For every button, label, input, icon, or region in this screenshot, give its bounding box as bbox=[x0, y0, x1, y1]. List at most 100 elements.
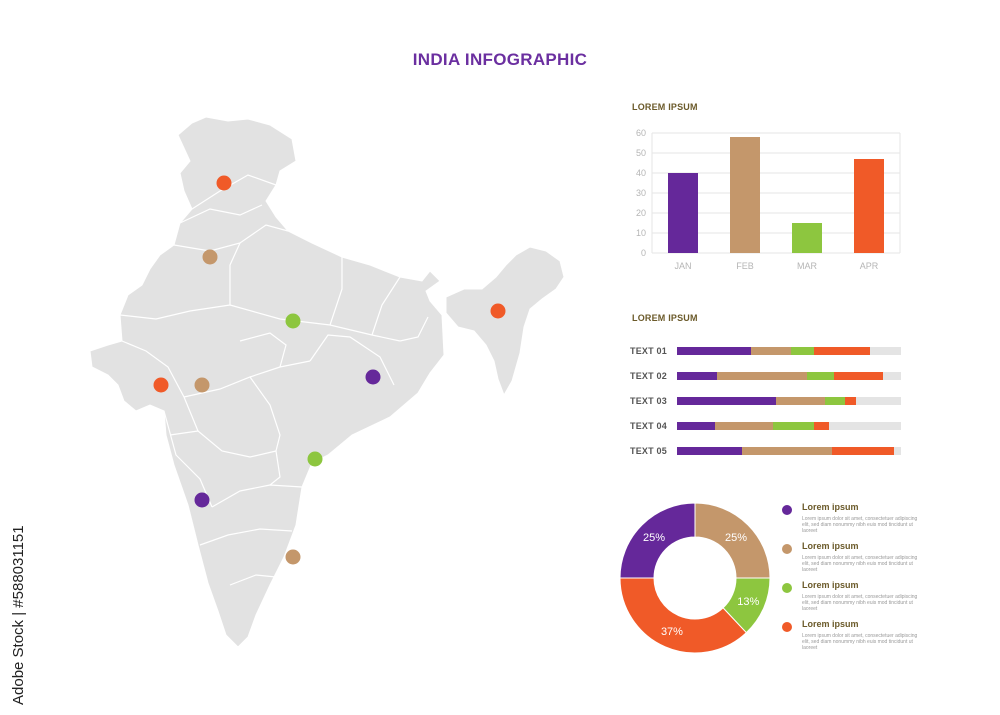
state-border bbox=[329, 257, 343, 326]
map-marker bbox=[490, 303, 506, 319]
india-map bbox=[89, 116, 565, 648]
state-border bbox=[199, 528, 293, 546]
stack-segment bbox=[677, 371, 718, 380]
stack-segment bbox=[833, 371, 884, 380]
india-northeast bbox=[445, 246, 565, 397]
stack-track bbox=[677, 371, 901, 380]
stack-row: TEXT 05 bbox=[630, 438, 905, 463]
map-marker bbox=[216, 175, 232, 191]
stack-segment bbox=[741, 446, 832, 455]
stacked-bar-chart: TEXT 01 TEXT 02 TEXT 03 TEXT 04 TEXT 05 bbox=[630, 338, 905, 463]
map-marker bbox=[285, 549, 301, 565]
state-border bbox=[239, 332, 287, 368]
stack-row: TEXT 01 bbox=[630, 338, 905, 363]
stack-track bbox=[677, 446, 901, 455]
stack-segment bbox=[717, 371, 807, 380]
bar bbox=[854, 159, 884, 253]
stack-segment bbox=[831, 446, 895, 455]
stack-segment bbox=[806, 371, 834, 380]
state-border bbox=[191, 174, 277, 210]
legend-description: Lorem ipsum dolor sit amet, consectetuer… bbox=[802, 516, 918, 534]
y-tick-label: 0 bbox=[641, 248, 646, 258]
bar bbox=[730, 137, 760, 253]
state-border bbox=[163, 410, 213, 508]
donut-slice-label: 25% bbox=[643, 532, 665, 544]
stack-row-label: TEXT 04 bbox=[630, 420, 667, 431]
legend-title: Lorem ipsum bbox=[802, 502, 859, 512]
y-tick-label: 20 bbox=[636, 208, 646, 218]
map-shapes bbox=[89, 116, 565, 648]
map-marker bbox=[194, 377, 210, 393]
state-border bbox=[371, 276, 401, 336]
donut-slice-label: 25% bbox=[725, 532, 747, 544]
state-border bbox=[399, 316, 429, 342]
donut-slice-label: 37% bbox=[661, 626, 683, 638]
stack-segment bbox=[813, 346, 870, 355]
legend-dot-icon bbox=[782, 505, 792, 515]
state-border bbox=[211, 484, 303, 508]
map-marker bbox=[365, 369, 381, 385]
bar bbox=[792, 223, 822, 253]
legend-description: Lorem ipsum dolor sit amet, consectetuer… bbox=[802, 594, 918, 612]
state-border bbox=[119, 304, 231, 320]
stack-segment bbox=[677, 346, 751, 355]
stacked-chart-title: LOREM IPSUM bbox=[632, 313, 698, 323]
map-marker bbox=[202, 249, 218, 265]
stack-segment bbox=[773, 421, 814, 430]
legend-item: Lorem ipsum Lorem ipsum dolor sit amet, c… bbox=[782, 502, 922, 541]
stack-row-label: TEXT 01 bbox=[630, 345, 667, 356]
y-tick-label: 30 bbox=[636, 188, 646, 198]
stack-row-label: TEXT 03 bbox=[630, 395, 667, 406]
stack-segment bbox=[750, 346, 792, 355]
stack-track bbox=[677, 421, 901, 430]
donut-slice bbox=[619, 502, 696, 579]
bar-chart-title: LOREM IPSUM bbox=[632, 102, 698, 112]
donut-slice-label: 13% bbox=[737, 596, 759, 608]
legend-title: Lorem ipsum bbox=[802, 580, 859, 590]
x-tick-label: MAR bbox=[797, 261, 818, 271]
stack-track bbox=[677, 396, 901, 405]
map-marker bbox=[153, 377, 169, 393]
legend-description: Lorem ipsum dolor sit amet, consectetuer… bbox=[802, 555, 918, 573]
legend-title: Lorem ipsum bbox=[802, 541, 859, 551]
x-tick-label: APR bbox=[860, 261, 879, 271]
map-marker bbox=[307, 451, 323, 467]
legend-dot-icon bbox=[782, 583, 792, 593]
stack-segment bbox=[677, 421, 716, 430]
stack-segment bbox=[824, 396, 845, 405]
legend-dot-icon bbox=[782, 622, 792, 632]
stack-row: TEXT 03 bbox=[630, 388, 905, 413]
map-markers bbox=[153, 175, 506, 565]
stack-segment bbox=[677, 396, 776, 405]
state-border bbox=[169, 430, 199, 436]
legend-item: Lorem ipsum Lorem ipsum dolor sit amet, c… bbox=[782, 541, 922, 580]
donut-legend: Lorem ipsum Lorem ipsum dolor sit amet, c… bbox=[782, 502, 922, 658]
donut-slice bbox=[619, 577, 748, 654]
india-mainland bbox=[89, 116, 445, 648]
state-border bbox=[309, 334, 395, 386]
stack-row-label: TEXT 05 bbox=[630, 445, 667, 456]
y-tick-label: 60 bbox=[636, 128, 646, 138]
y-tick-label: 40 bbox=[636, 168, 646, 178]
legend-item: Lorem ipsum Lorem ipsum dolor sit amet, c… bbox=[782, 619, 922, 658]
legend-dot-icon bbox=[782, 544, 792, 554]
stack-segment bbox=[791, 346, 814, 355]
stack-row: TEXT 02 bbox=[630, 363, 905, 388]
page-title: INDIA INFOGRAPHIC bbox=[412, 50, 588, 69]
stack-segment bbox=[775, 396, 825, 405]
stack-segment bbox=[813, 421, 830, 430]
state-border bbox=[183, 396, 277, 458]
stack-segment bbox=[715, 421, 774, 430]
stock-id-text: Adobe Stock | #588031151 bbox=[10, 525, 27, 705]
state-border bbox=[179, 204, 263, 224]
legend-description: Lorem ipsum dolor sit amet, consectetuer… bbox=[802, 633, 918, 651]
x-tick-label: JAN bbox=[674, 261, 691, 271]
y-tick-label: 50 bbox=[636, 148, 646, 158]
stack-row-label: TEXT 02 bbox=[630, 370, 667, 381]
y-tick-label: 10 bbox=[636, 228, 646, 238]
x-tick-label: FEB bbox=[736, 261, 754, 271]
state-border bbox=[269, 450, 281, 486]
state-border bbox=[229, 242, 241, 305]
bar bbox=[668, 173, 698, 253]
donut-chart: 25% 13% 37% 25% bbox=[619, 502, 771, 654]
